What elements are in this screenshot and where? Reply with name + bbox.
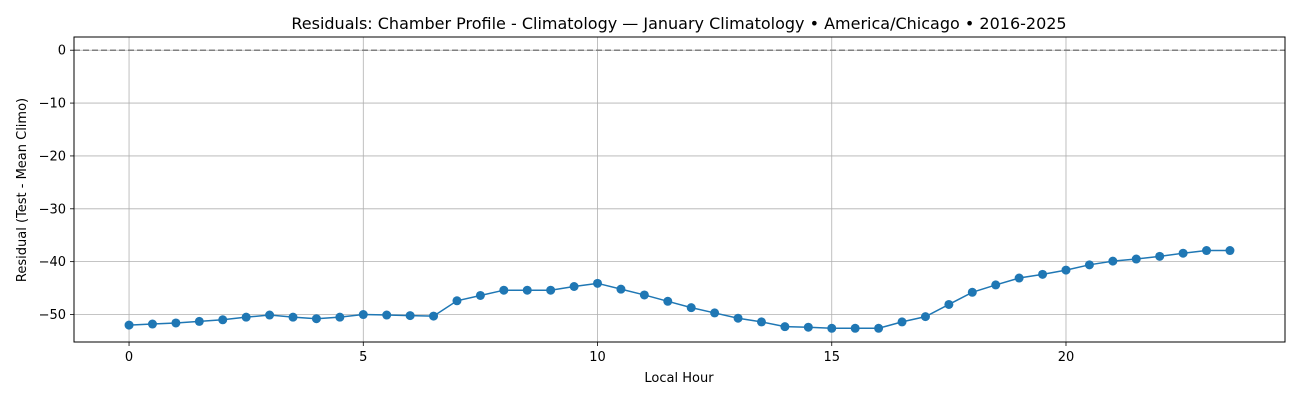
data-point xyxy=(335,312,345,322)
data-point xyxy=(1178,248,1188,258)
data-point xyxy=(756,317,766,327)
data-point xyxy=(241,312,251,322)
data-point xyxy=(686,303,696,313)
x-tick-label: 15 xyxy=(823,350,840,365)
data-point xyxy=(288,312,298,322)
data-point xyxy=(991,280,1001,290)
y-tick-label: −30 xyxy=(39,202,66,217)
data-point xyxy=(311,314,321,324)
data-point xyxy=(710,308,720,318)
data-point xyxy=(827,323,837,333)
data-point xyxy=(475,290,485,300)
data-point xyxy=(171,318,181,328)
y-tick-label: −50 xyxy=(39,308,66,323)
data-point xyxy=(1108,256,1118,266)
data-point xyxy=(1131,254,1141,264)
data-point xyxy=(569,281,579,291)
data-point xyxy=(452,296,462,306)
data-point xyxy=(944,299,954,309)
data-point xyxy=(967,287,977,297)
data-point xyxy=(616,284,626,294)
data-point xyxy=(897,317,907,327)
data-point xyxy=(499,285,509,295)
data-point xyxy=(124,320,134,330)
data-point xyxy=(218,315,228,325)
y-tick-label: −40 xyxy=(39,255,66,270)
y-axis-label: Residual (Test - Mean Climo) xyxy=(15,98,30,282)
data-point xyxy=(265,310,275,320)
x-tick-label: 20 xyxy=(1058,350,1075,365)
x-tick-label: 10 xyxy=(589,350,606,365)
data-point xyxy=(429,311,439,321)
data-point xyxy=(546,285,556,295)
y-tick-label: −10 xyxy=(39,97,66,112)
data-point xyxy=(1014,273,1024,283)
x-tick-label: 0 xyxy=(125,350,133,365)
x-axis: 0 5 10 15 20 xyxy=(125,342,1074,365)
plot-area-frame xyxy=(73,36,1286,343)
data-point xyxy=(358,310,368,320)
data-point xyxy=(780,322,790,332)
data-point xyxy=(733,313,743,323)
data-point xyxy=(663,296,673,306)
chart-title: Residuals: Chamber Profile - Climatology… xyxy=(291,14,1066,33)
x-tick-label: 5 xyxy=(359,350,367,365)
data-point xyxy=(1155,251,1165,261)
x-axis-label: Local Hour xyxy=(644,371,714,386)
data-point xyxy=(522,285,532,295)
data-point xyxy=(1084,260,1094,270)
data-point xyxy=(1038,269,1048,279)
data-point xyxy=(874,323,884,333)
grid-lines xyxy=(74,37,1285,342)
data-point xyxy=(147,319,157,329)
data-point xyxy=(593,278,603,288)
data-point xyxy=(405,311,415,321)
data-point xyxy=(194,316,204,326)
data-point xyxy=(850,323,860,333)
y-tick-label: 0 xyxy=(58,44,66,59)
y-tick-label: −20 xyxy=(39,149,66,164)
y-axis: 0 −10 −20 −30 −40 −50 xyxy=(39,44,74,323)
data-point xyxy=(382,310,392,320)
series-group xyxy=(124,246,1235,333)
data-point xyxy=(803,322,813,332)
data-point xyxy=(1202,246,1212,256)
data-point xyxy=(639,290,649,300)
data-point xyxy=(920,312,930,322)
data-point xyxy=(1225,246,1235,256)
data-point xyxy=(1061,265,1071,275)
